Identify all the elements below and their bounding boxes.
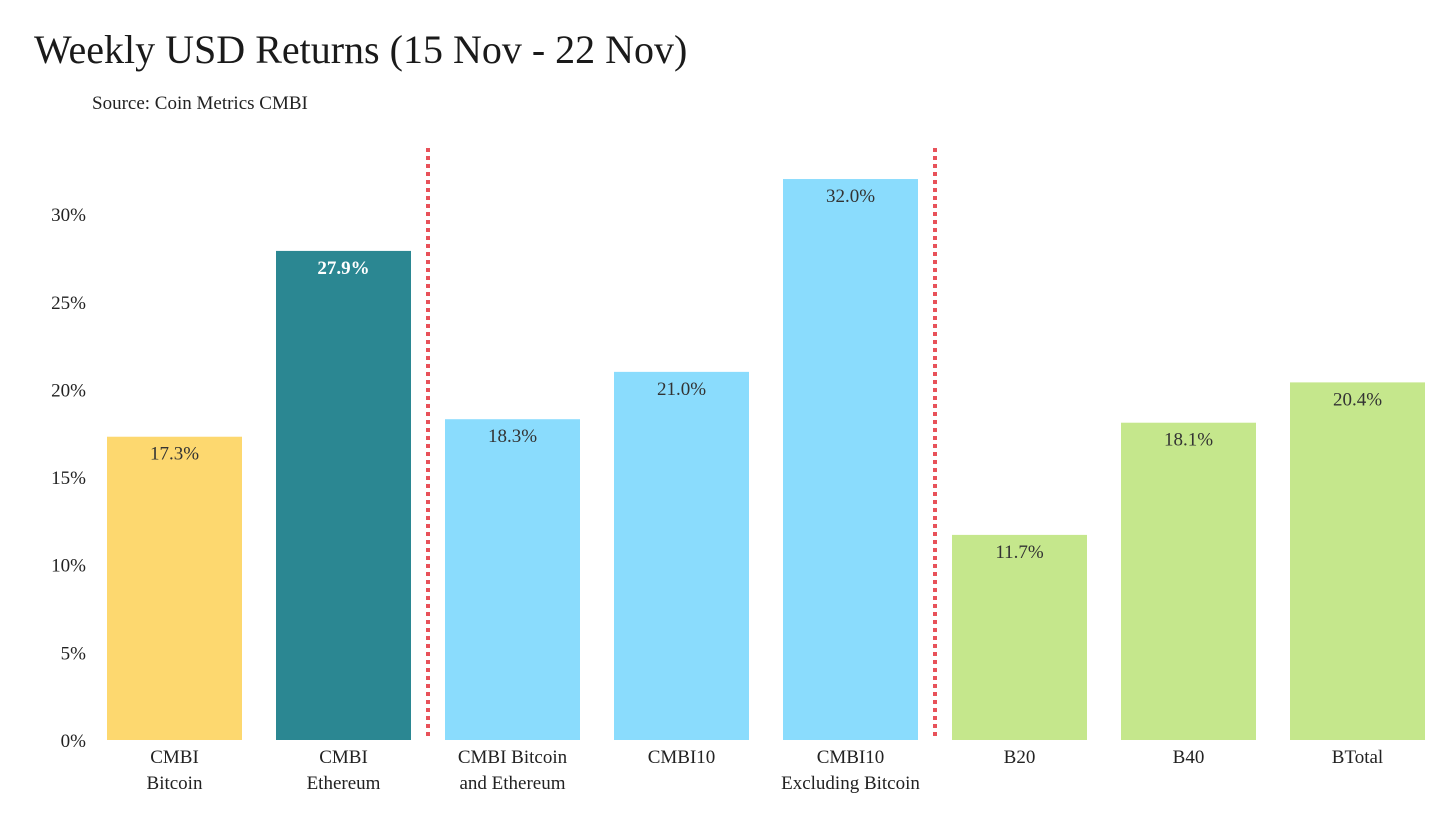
bar [445, 419, 580, 740]
bar [1290, 382, 1425, 740]
y-tick-label: 5% [61, 643, 87, 664]
bar [276, 250, 411, 740]
y-tick-label: 20% [51, 380, 86, 401]
y-tick-label: 10% [51, 556, 86, 577]
bar [1121, 422, 1256, 740]
bar-value-label: 18.1% [1164, 430, 1213, 451]
bar-value-label: 27.9% [317, 258, 369, 279]
y-tick-label: 30% [51, 205, 86, 226]
x-tick-label: CMBI Bitcoin [147, 747, 203, 794]
bar [952, 534, 1087, 740]
bar-value-label: 20.4% [1333, 389, 1382, 410]
x-axis: CMBI Bitcoin CMBI Ethereum CMBI Bitcoin and E… [147, 747, 1384, 794]
chart-subtitle: Source: Coin Metrics CMBI [92, 93, 308, 114]
y-tick-label: 25% [51, 293, 86, 314]
bar [783, 179, 918, 741]
x-tick-label: B40 [1173, 747, 1205, 768]
x-tick-label: BTotal [1332, 747, 1383, 768]
bar [107, 436, 242, 740]
y-tick-label: 15% [51, 468, 86, 489]
bar-value-label: 32.0% [826, 186, 875, 207]
y-axis: 0% 5% 10% 15% 20% 25% 30% [51, 205, 86, 752]
x-tick-label: B20 [1004, 747, 1036, 768]
bar [614, 371, 749, 740]
bar-value-label: 21.0% [657, 379, 706, 400]
x-tick-label: CMBI Bitcoin and Ethereum [458, 747, 568, 794]
x-tick-label: CMBI Ethereum [307, 747, 381, 794]
y-tick-label: 0% [61, 731, 87, 752]
x-tick-label: CMBI10 Excluding Bitcoin [781, 747, 920, 794]
group-separators [426, 148, 937, 740]
bar-value-label: 18.3% [488, 426, 537, 447]
chart-title: Weekly USD Returns (15 Nov - 22 Nov) [34, 27, 688, 72]
bars [107, 179, 1425, 741]
data-labels: 17.3% 27.9% 18.3% 21.0% 32.0% 11.7% 18.1% 20.4% [150, 186, 1382, 563]
x-tick-label: CMBI10 [648, 747, 716, 768]
bar-value-label: 11.7% [995, 542, 1044, 563]
bar-value-label: 17.3% [150, 444, 199, 465]
